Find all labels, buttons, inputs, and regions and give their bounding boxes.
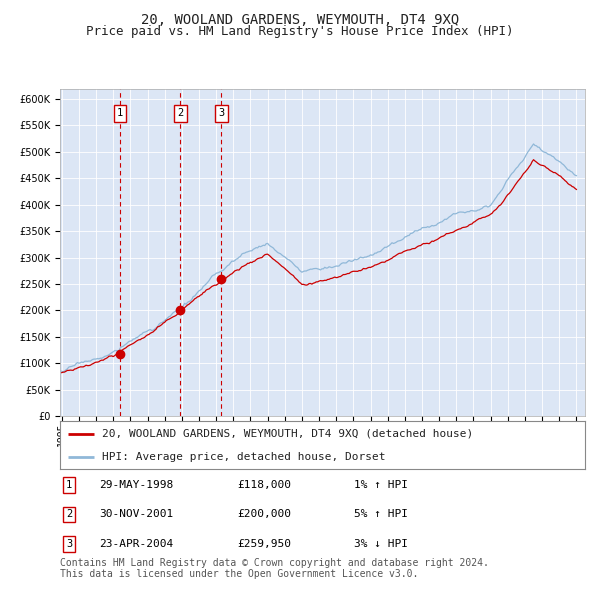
Text: Price paid vs. HM Land Registry's House Price Index (HPI): Price paid vs. HM Land Registry's House …: [86, 25, 514, 38]
Text: 2: 2: [66, 510, 72, 519]
Text: 23-APR-2004: 23-APR-2004: [99, 539, 173, 549]
Text: 2: 2: [177, 109, 184, 119]
Text: 30-NOV-2001: 30-NOV-2001: [99, 510, 173, 519]
Text: 1: 1: [66, 480, 72, 490]
Text: This data is licensed under the Open Government Licence v3.0.: This data is licensed under the Open Gov…: [60, 569, 418, 579]
Text: 5% ↑ HPI: 5% ↑ HPI: [354, 510, 408, 519]
Text: 1% ↑ HPI: 1% ↑ HPI: [354, 480, 408, 490]
Text: £200,000: £200,000: [237, 510, 291, 519]
Text: HPI: Average price, detached house, Dorset: HPI: Average price, detached house, Dors…: [102, 452, 386, 462]
Text: Contains HM Land Registry data © Crown copyright and database right 2024.: Contains HM Land Registry data © Crown c…: [60, 558, 489, 568]
Text: 3: 3: [218, 109, 224, 119]
Text: 20, WOOLAND GARDENS, WEYMOUTH, DT4 9XQ: 20, WOOLAND GARDENS, WEYMOUTH, DT4 9XQ: [141, 13, 459, 27]
Text: 1: 1: [117, 109, 124, 119]
Text: 29-MAY-1998: 29-MAY-1998: [99, 480, 173, 490]
Text: £118,000: £118,000: [237, 480, 291, 490]
Text: 3: 3: [66, 539, 72, 549]
Text: 3% ↓ HPI: 3% ↓ HPI: [354, 539, 408, 549]
Text: 20, WOOLAND GARDENS, WEYMOUTH, DT4 9XQ (detached house): 20, WOOLAND GARDENS, WEYMOUTH, DT4 9XQ (…: [102, 429, 473, 439]
Text: £259,950: £259,950: [237, 539, 291, 549]
